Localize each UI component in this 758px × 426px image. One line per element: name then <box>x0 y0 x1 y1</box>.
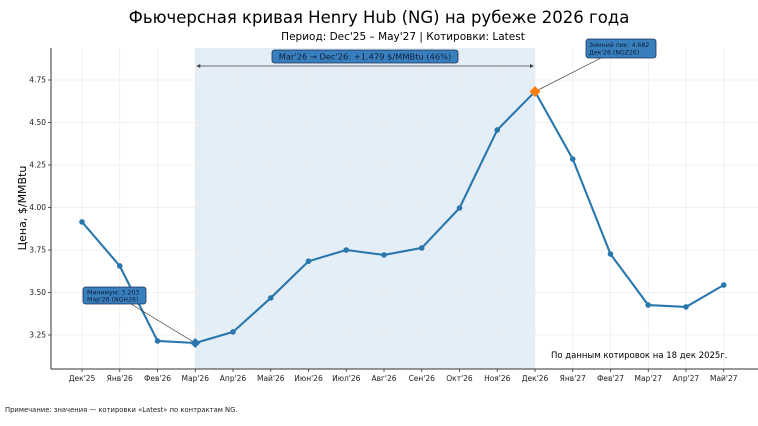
data-point <box>683 304 689 310</box>
x-tick-label: Июн'26 <box>294 374 323 383</box>
data-point <box>230 329 236 335</box>
y-tick-label: 4.75 <box>29 76 46 85</box>
y-tick-label: 4.00 <box>29 203 46 212</box>
data-point <box>381 252 387 258</box>
data-point <box>494 127 501 133</box>
x-tick-label: Фев'26 <box>144 374 171 383</box>
peak-annotation-line1: Зимний пик: 4.682 <box>589 41 649 49</box>
price-line <box>81 90 725 345</box>
y-tick-label: 3.75 <box>29 246 46 255</box>
plot-area: 3.25 3.50 3.75 4.00 4.25 4.50 4.75 Дек'25 Янв'26… <box>29 38 758 383</box>
data-point <box>720 282 727 288</box>
min-marker-icon <box>190 337 201 348</box>
peak-annotation-box <box>585 38 657 59</box>
y-tick-label: 3.25 <box>29 331 46 340</box>
x-tick-label: Апр'26 <box>220 374 247 383</box>
arrow-head-left-icon <box>196 64 201 68</box>
y-tick-label: 4.50 <box>29 118 46 127</box>
arrow-head-right-icon <box>530 64 534 68</box>
x-tick-label: Фев'27 <box>597 374 624 383</box>
data-point <box>305 258 312 265</box>
x-tick-label: Авг'26 <box>371 374 396 383</box>
x-tick-label: Мар'26 <box>182 374 210 383</box>
data-point <box>645 302 652 308</box>
x-tick-label: Янв'26 <box>107 374 133 383</box>
chart-title: Фьючерсная кривая Henry Hub (NG) на рубе… <box>129 8 630 27</box>
x-tick-label: Ноя'26 <box>484 374 511 383</box>
data-point <box>418 245 425 251</box>
data-point <box>79 219 85 225</box>
data-point <box>607 251 614 257</box>
data-point <box>154 338 161 344</box>
data-point <box>456 205 463 211</box>
x-tick-label: Июл'26 <box>332 374 361 383</box>
data-point <box>267 295 274 301</box>
x-tick-label: Апр'27 <box>673 374 700 383</box>
x-tick-label: Май'27 <box>710 374 738 383</box>
min-annotation-line2: Мар'26 (NGH26) <box>87 297 138 304</box>
data-point <box>569 156 576 162</box>
x-tick-label: Дек'26 <box>522 374 549 383</box>
peak-marker-icon <box>529 86 541 98</box>
y-axis-label: Цена, $/MMBtu <box>16 166 29 251</box>
x-tick-label: Янв'27 <box>560 374 586 383</box>
footnote: Примечание: значения — котировки «Latest… <box>5 406 238 414</box>
as-of-note: По данным котировок на 18 дек 2025г. <box>551 351 728 361</box>
peak-annotation-line2: Дек'26 (NGZ26) <box>589 50 639 57</box>
y-tick-label: 4.25 <box>29 161 46 170</box>
x-tick-label: Дек'25 <box>69 374 96 383</box>
data-point <box>343 247 350 253</box>
min-annotation-line1: Минимум: 3.203 <box>87 290 139 297</box>
chart-subtitle: Период: Dec'25 – May'27 | Котировки: Lat… <box>281 31 525 43</box>
y-tick-label: 3.50 <box>29 288 46 297</box>
span-annotation-box <box>271 49 459 64</box>
span-annotation-text: Mar'26 → Dec'26: +1.479 $/MMBtu (46%) <box>279 52 452 62</box>
peak-connector <box>534 57 602 92</box>
min-connector <box>130 303 196 344</box>
x-tick-label: Окт'26 <box>446 374 473 383</box>
x-tick-label: Мар'27 <box>635 374 663 383</box>
x-tick-label: Май'26 <box>257 374 285 383</box>
data-point <box>116 263 123 269</box>
min-annotation-box <box>82 286 147 305</box>
x-tick-label: Сен'26 <box>409 374 436 383</box>
